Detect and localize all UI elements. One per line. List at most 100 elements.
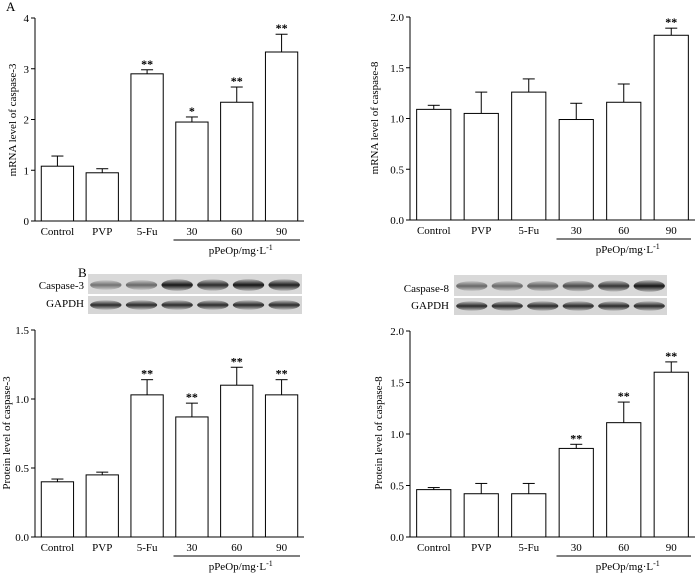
y-axis-label: mRNA level of caspase-3 [7,63,19,176]
bar [264,51,299,222]
blot-band [232,300,265,310]
bar [558,119,594,221]
bar [416,489,452,538]
y-tick-label: 0 [24,216,30,228]
blot-band [125,300,158,310]
bar [264,394,299,538]
blot-band [456,301,488,311]
blot-band [562,280,594,292]
group-label: pPeOp/mg·L-1 [209,559,273,574]
y-tick-label: 1.5 [390,63,404,75]
y-axis-label: mRNA level of caspase-8 [369,61,381,174]
x-tick-label: PVP [471,225,491,237]
x-tick-label: 5-Fu [518,225,539,237]
y-tick-label: 0.5 [390,481,404,493]
blot-band [456,281,488,291]
x-tick-label: 60 [618,542,630,554]
panel-a-label: A [6,0,16,14]
bar [220,384,254,538]
blot-band [598,301,630,311]
blot-band [562,301,594,311]
x-tick-label: 60 [618,225,630,237]
x-tick-label: PVP [471,542,491,554]
significance-label: ** [665,349,677,363]
group-label: pPeOp/mg·L-1 [596,559,660,574]
y-tick-label: 3 [24,64,30,76]
significance-label: ** [276,367,288,381]
bar [85,474,119,538]
blot-band [598,280,630,292]
bar [220,101,254,222]
significance-label: ** [186,390,198,404]
bar [130,73,164,222]
blot-label-caspase-8: Caspase-8 [404,283,450,295]
x-tick-label: 5-Fu [518,542,539,554]
blot-band [197,300,229,310]
bar [511,91,547,221]
y-tick-label: 1.0 [390,429,404,441]
blot-band [197,279,229,291]
blot-band [232,279,265,291]
y-tick-label: 2.0 [390,12,404,24]
group-label: pPeOp/mg·L-1 [209,243,273,258]
x-tick-label: 90 [666,542,678,554]
y-tick-label: 1.5 [15,325,29,337]
y-tick-label: 0.5 [15,463,29,475]
blot-band [90,300,122,310]
x-tick-label: 60 [231,542,243,554]
significance-label: ** [231,74,243,88]
y-axis-label: Protein level of caspase-8 [373,376,385,490]
blot-band [161,279,193,291]
x-tick-label: Control [417,225,451,237]
x-tick-label: 90 [276,226,288,238]
blot-band [527,301,559,311]
bar [558,447,594,538]
panel-b-label: B [78,265,87,280]
x-tick-label: PVP [92,226,112,238]
x-tick-label: 30 [571,542,583,554]
blot-band [633,301,665,311]
bar [511,493,547,538]
x-tick-label: 5-Fu [137,226,158,238]
bar [175,121,209,222]
group-label: pPeOp/mg·L-1 [596,242,660,257]
blot-label-caspase-3: Caspase-3 [39,280,85,292]
bar [463,112,499,221]
y-tick-label: 2 [24,115,30,127]
blot-label-gapdh-1: GAPDH [46,298,84,310]
significance-label: ** [141,367,153,381]
significance-label: ** [231,354,243,368]
bar [653,371,689,538]
y-tick-label: 0.0 [390,215,404,227]
significance-label: ** [570,431,582,445]
blot-band [125,280,158,290]
bar [40,165,75,222]
bar [653,34,689,221]
blot-band [268,300,300,310]
y-tick-label: 0.0 [390,532,404,544]
bar [606,422,642,538]
x-tick-label: 30 [571,225,583,237]
significance-label: ** [141,57,153,71]
blot-band [161,300,193,310]
y-tick-label: 0.0 [15,532,29,544]
significance-label: * [189,104,195,118]
y-tick-label: 4 [24,13,30,25]
x-tick-label: PVP [92,542,112,554]
significance-label: ** [665,15,677,29]
y-axis-label: Protein level of caspase-3 [1,376,13,490]
x-tick-label: 60 [231,226,243,238]
significance-label: ** [618,389,630,403]
x-tick-label: 90 [666,225,678,237]
blot-band [527,280,559,292]
x-tick-label: Control [417,542,451,554]
x-tick-label: Control [41,542,75,554]
y-tick-label: 1.5 [390,378,404,390]
x-tick-label: Control [41,226,75,238]
